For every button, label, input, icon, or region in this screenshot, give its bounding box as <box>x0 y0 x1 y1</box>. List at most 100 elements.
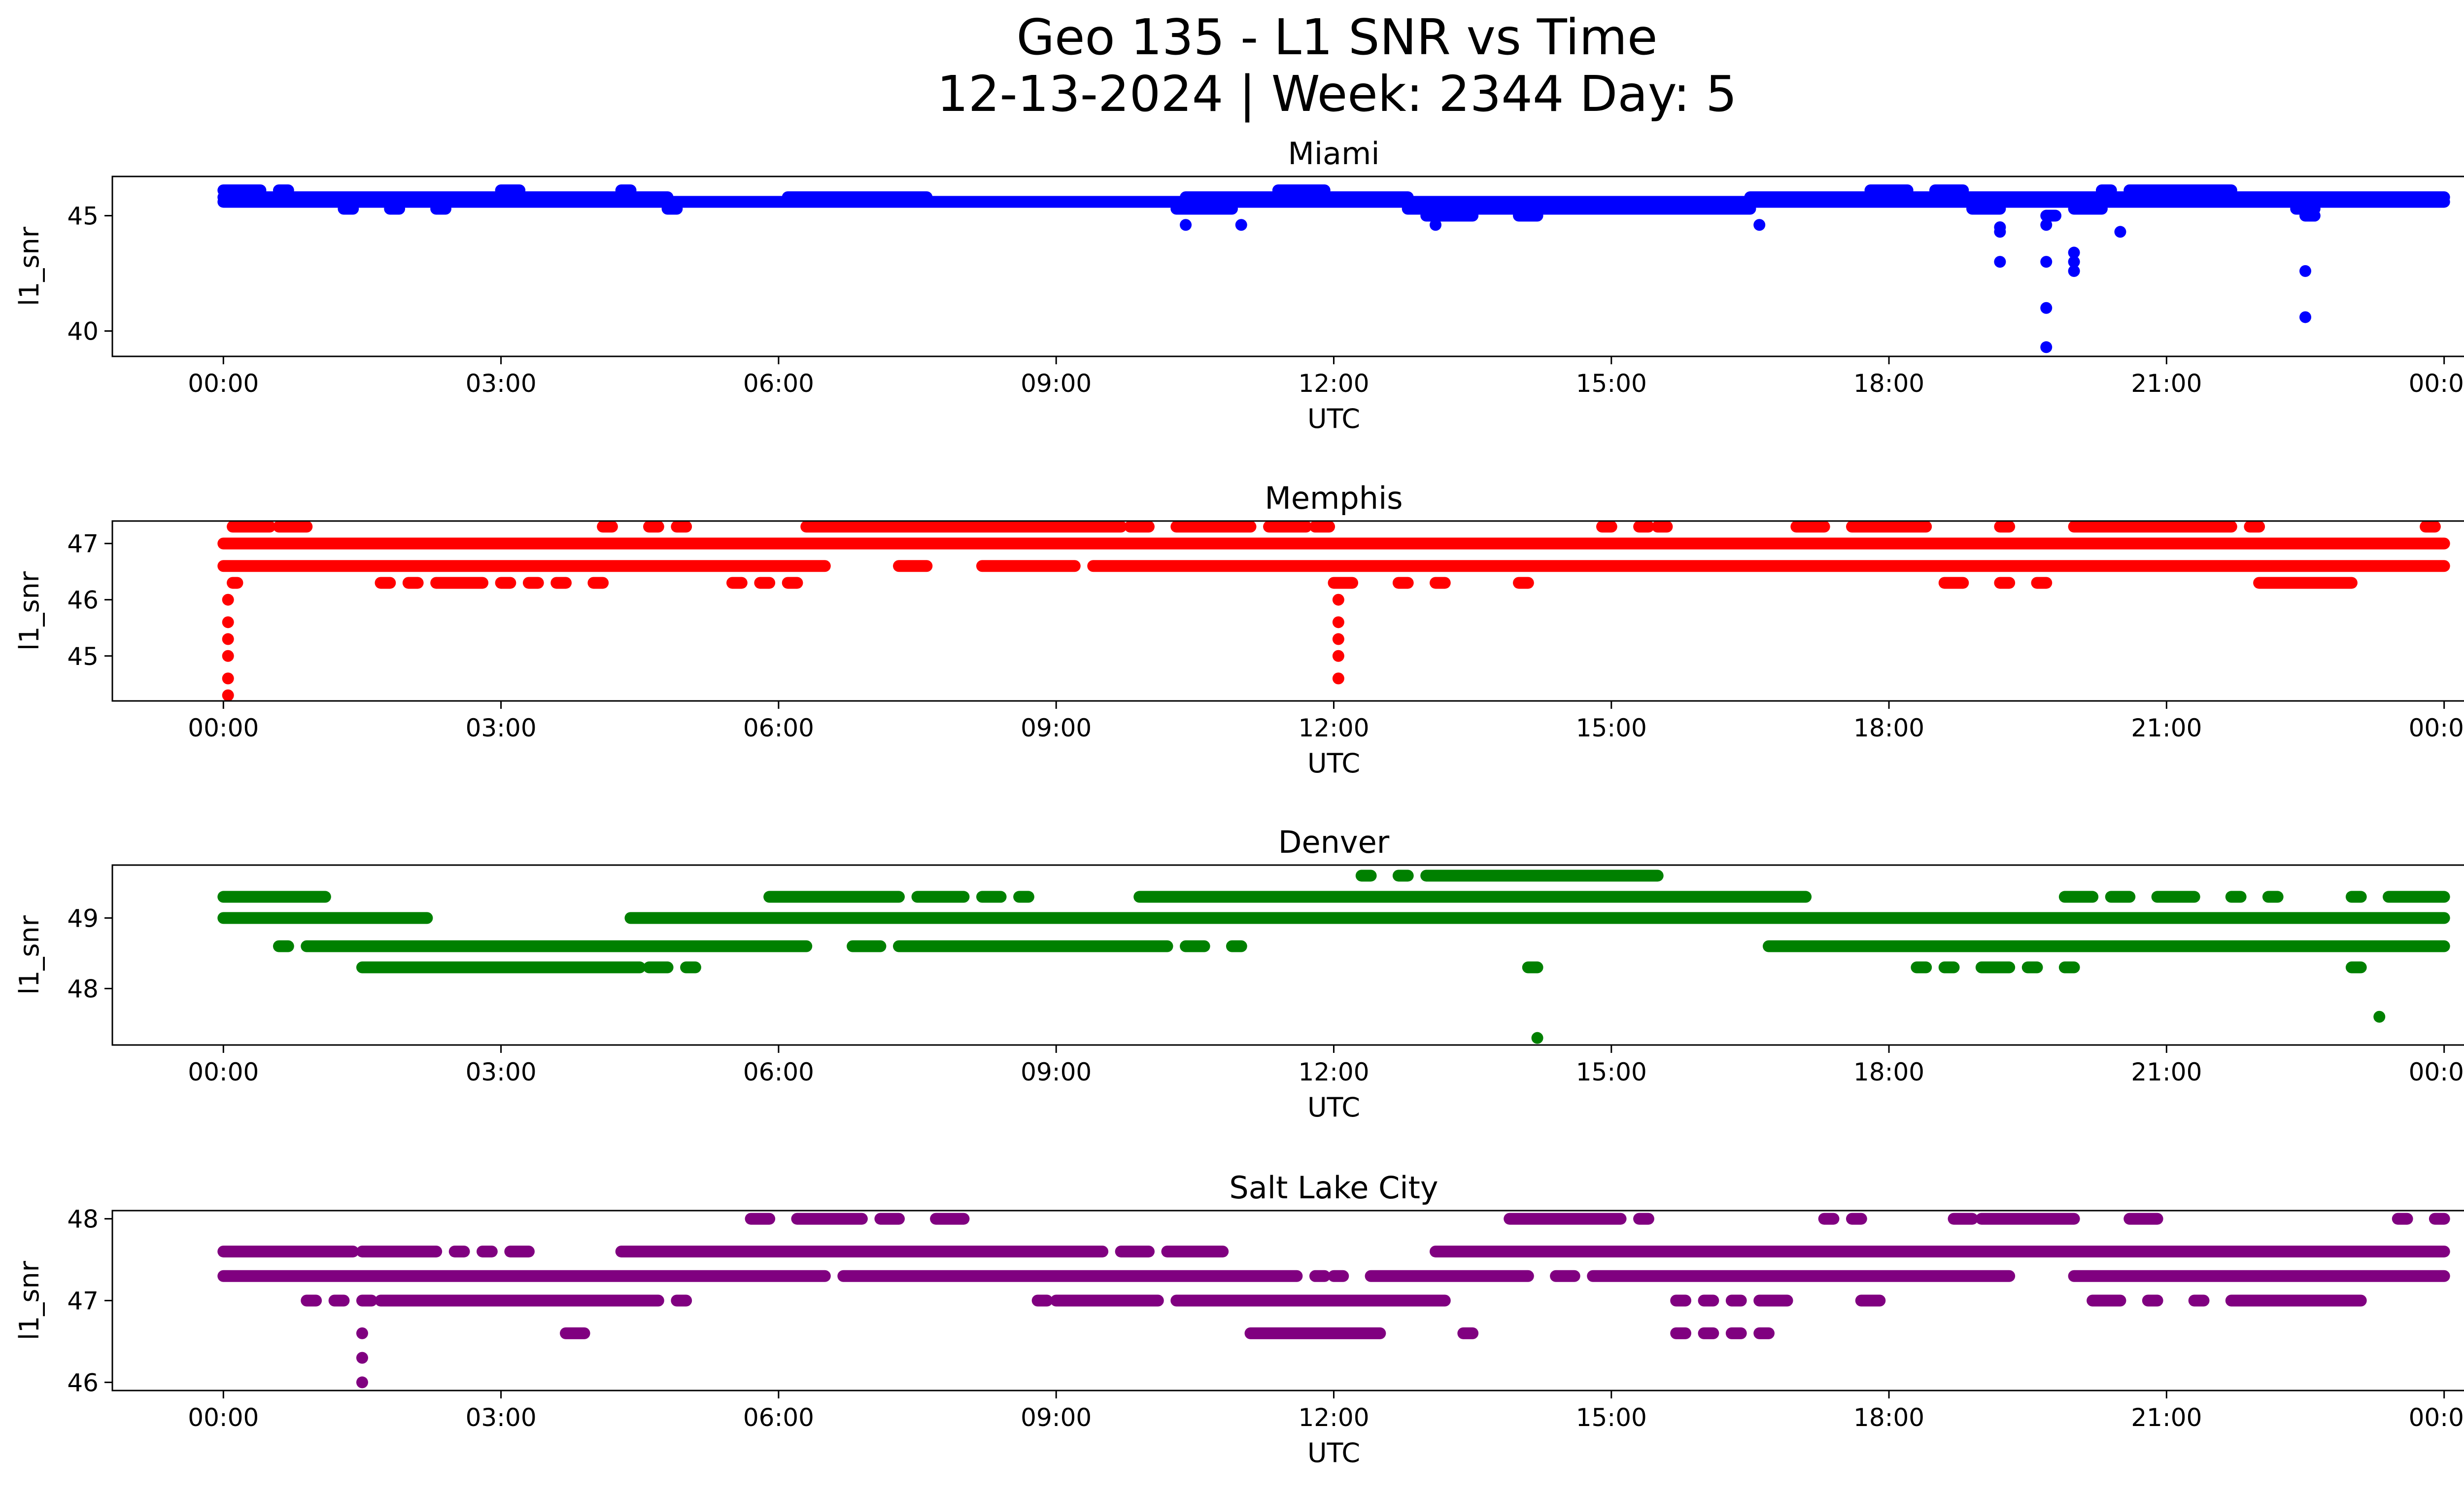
x-tick-label-salt-lake-city-2: 06:00 <box>743 1403 814 1432</box>
panel-title-miami: Miami <box>1288 136 1379 172</box>
data-point-memphis-7 <box>1332 616 1344 628</box>
x-tick-label-miami-8: 00:00 <box>2409 369 2464 398</box>
y-tick-label-miami-1: 45 <box>67 202 99 231</box>
data-point-miami-1 <box>1235 219 1247 231</box>
data-point-miami-0 <box>1180 219 1192 231</box>
x-tick-label-memphis-2: 06:00 <box>743 714 814 742</box>
x-tick-label-salt-lake-city-6: 18:00 <box>1853 1403 1924 1432</box>
x-tick-label-denver-2: 06:00 <box>743 1058 814 1086</box>
data-point-memphis-9 <box>1332 650 1344 662</box>
x-tick-label-memphis-7: 21:00 <box>2131 714 2202 742</box>
x-tick-label-memphis-3: 09:00 <box>1021 714 1092 742</box>
x-tick-label-memphis-8: 00:00 <box>2409 714 2464 742</box>
x-tick-label-denver-7: 21:00 <box>2131 1058 2202 1086</box>
x-tick-label-miami-6: 18:00 <box>1853 369 1924 398</box>
data-point-miami-5 <box>1994 226 2006 238</box>
data-point-memphis-6 <box>1332 593 1344 606</box>
data-point-memphis-5 <box>222 689 234 701</box>
x-axis-label-denver: UTC <box>1307 1092 1360 1123</box>
x-tick-label-denver-8: 00:00 <box>2409 1058 2464 1086</box>
data-point-miami-9 <box>2040 302 2053 314</box>
data-point-miami-7 <box>2040 219 2053 231</box>
x-tick-label-salt-lake-city-1: 03:00 <box>466 1403 537 1432</box>
series-miami <box>217 184 2450 353</box>
x-tick-label-salt-lake-city-3: 09:00 <box>1021 1403 1092 1432</box>
data-point-miami-14 <box>2114 226 2126 238</box>
panel-title-memphis: Memphis <box>1265 480 1403 516</box>
data-point-miami-12 <box>2068 256 2080 268</box>
y-tick-label-salt-lake-city-2: 48 <box>67 1205 99 1234</box>
panel-title-salt-lake-city: Salt Lake City <box>1229 1170 1438 1206</box>
y-tick-label-denver-0: 48 <box>67 975 99 1003</box>
y-axis-label-memphis: l1_snr <box>14 571 45 651</box>
data-point-salt-lake-city-1 <box>356 1352 368 1364</box>
panel-miami: Miami 00:00 03:00 06:00 09:00 12:00 15:00 18:00… <box>14 136 2464 434</box>
x-tick-label-miami-7: 21:00 <box>2131 369 2202 398</box>
y-tick-label-memphis-2: 47 <box>67 530 99 558</box>
x-tick-label-salt-lake-city-0: 00:00 <box>188 1403 259 1432</box>
x-axis-label-salt-lake-city: UTC <box>1307 1437 1360 1468</box>
data-point-memphis-1 <box>222 616 234 628</box>
data-point-miami-13 <box>2068 265 2080 277</box>
series-salt-lake-city <box>217 1213 2450 1389</box>
x-tick-label-memphis-6: 18:00 <box>1853 714 1924 742</box>
panel-salt-lake-city: Salt Lake City 00:00 03:00 06:00 09:00 12:00 1… <box>14 1170 2464 1468</box>
data-point-miami-6 <box>1994 256 2006 268</box>
data-point-memphis-2 <box>222 633 234 645</box>
data-point-salt-lake-city-2 <box>356 1376 368 1389</box>
y-tick-label-salt-lake-city-1: 47 <box>67 1287 99 1316</box>
y-axis-label-miami: l1_snr <box>14 226 45 306</box>
x-axis-label-miami: UTC <box>1307 403 1360 434</box>
data-point-memphis-0 <box>222 593 234 606</box>
y-tick-label-miami-0: 40 <box>67 317 99 346</box>
x-tick-label-denver-4: 12:00 <box>1298 1058 1369 1086</box>
data-point-miami-3 <box>1753 219 1766 231</box>
x-tick-label-denver-1: 03:00 <box>466 1058 537 1086</box>
data-point-miami-10 <box>2040 341 2053 353</box>
x-axis-label-memphis: UTC <box>1307 748 1360 779</box>
x-tick-label-miami-4: 12:00 <box>1298 369 1369 398</box>
x-tick-label-denver-5: 15:00 <box>1576 1058 1647 1086</box>
x-tick-label-miami-1: 03:00 <box>466 369 537 398</box>
x-tick-label-miami-0: 00:00 <box>188 369 259 398</box>
x-tick-label-denver-0: 00:00 <box>188 1058 259 1086</box>
data-point-memphis-4 <box>222 672 234 685</box>
x-tick-label-miami-2: 06:00 <box>743 369 814 398</box>
x-tick-label-miami-3: 09:00 <box>1021 369 1092 398</box>
data-point-miami-11 <box>2068 246 2080 259</box>
y-axis-label-salt-lake-city: l1_snr <box>14 1260 45 1340</box>
series-memphis <box>217 521 2450 701</box>
y-axis-label-denver: l1_snr <box>14 915 45 995</box>
data-point-salt-lake-city-0 <box>356 1327 368 1339</box>
x-tick-label-memphis-0: 00:00 <box>188 714 259 742</box>
data-point-memphis-3 <box>222 650 234 662</box>
x-tick-label-salt-lake-city-4: 12:00 <box>1298 1403 1369 1432</box>
x-tick-label-miami-5: 15:00 <box>1576 369 1647 398</box>
data-point-memphis-10 <box>1332 672 1344 685</box>
x-tick-label-memphis-4: 12:00 <box>1298 714 1369 742</box>
data-point-miami-8 <box>2040 256 2053 268</box>
x-tick-label-denver-3: 09:00 <box>1021 1058 1092 1086</box>
data-point-miami-15 <box>2299 265 2312 277</box>
data-point-denver-1 <box>2373 1010 2386 1023</box>
chart-subtitle: 12-13-2024 | Week: 2344 Day: 5 <box>937 65 1737 123</box>
panels: Miami 00:00 03:00 06:00 09:00 12:00 15:00 18:00… <box>14 136 2464 1468</box>
y-tick-label-denver-1: 49 <box>67 904 99 933</box>
x-tick-label-salt-lake-city-5: 15:00 <box>1576 1403 1647 1432</box>
y-tick-label-salt-lake-city-0: 46 <box>67 1368 99 1397</box>
x-tick-label-salt-lake-city-8: 00:00 <box>2409 1403 2464 1432</box>
y-tick-label-memphis-0: 45 <box>67 642 99 671</box>
panel-memphis: Memphis 00:00 03:00 06:00 09:00 12:00 15:00 18:… <box>14 480 2464 779</box>
panel-title-denver: Denver <box>1278 824 1390 860</box>
y-tick-label-memphis-1: 46 <box>67 586 99 615</box>
data-point-miami-2 <box>1430 219 1442 231</box>
x-tick-label-memphis-1: 03:00 <box>466 714 537 742</box>
x-tick-label-salt-lake-city-7: 21:00 <box>2131 1403 2202 1432</box>
series-denver <box>217 870 2450 1044</box>
x-tick-label-memphis-5: 15:00 <box>1576 714 1647 742</box>
chart-title: Geo 135 - L1 SNR vs Time <box>1017 8 1658 66</box>
data-point-memphis-8 <box>1332 633 1344 645</box>
panel-denver: Denver 00:00 03:00 06:00 09:00 12:00 15:00 18:0… <box>14 824 2464 1123</box>
